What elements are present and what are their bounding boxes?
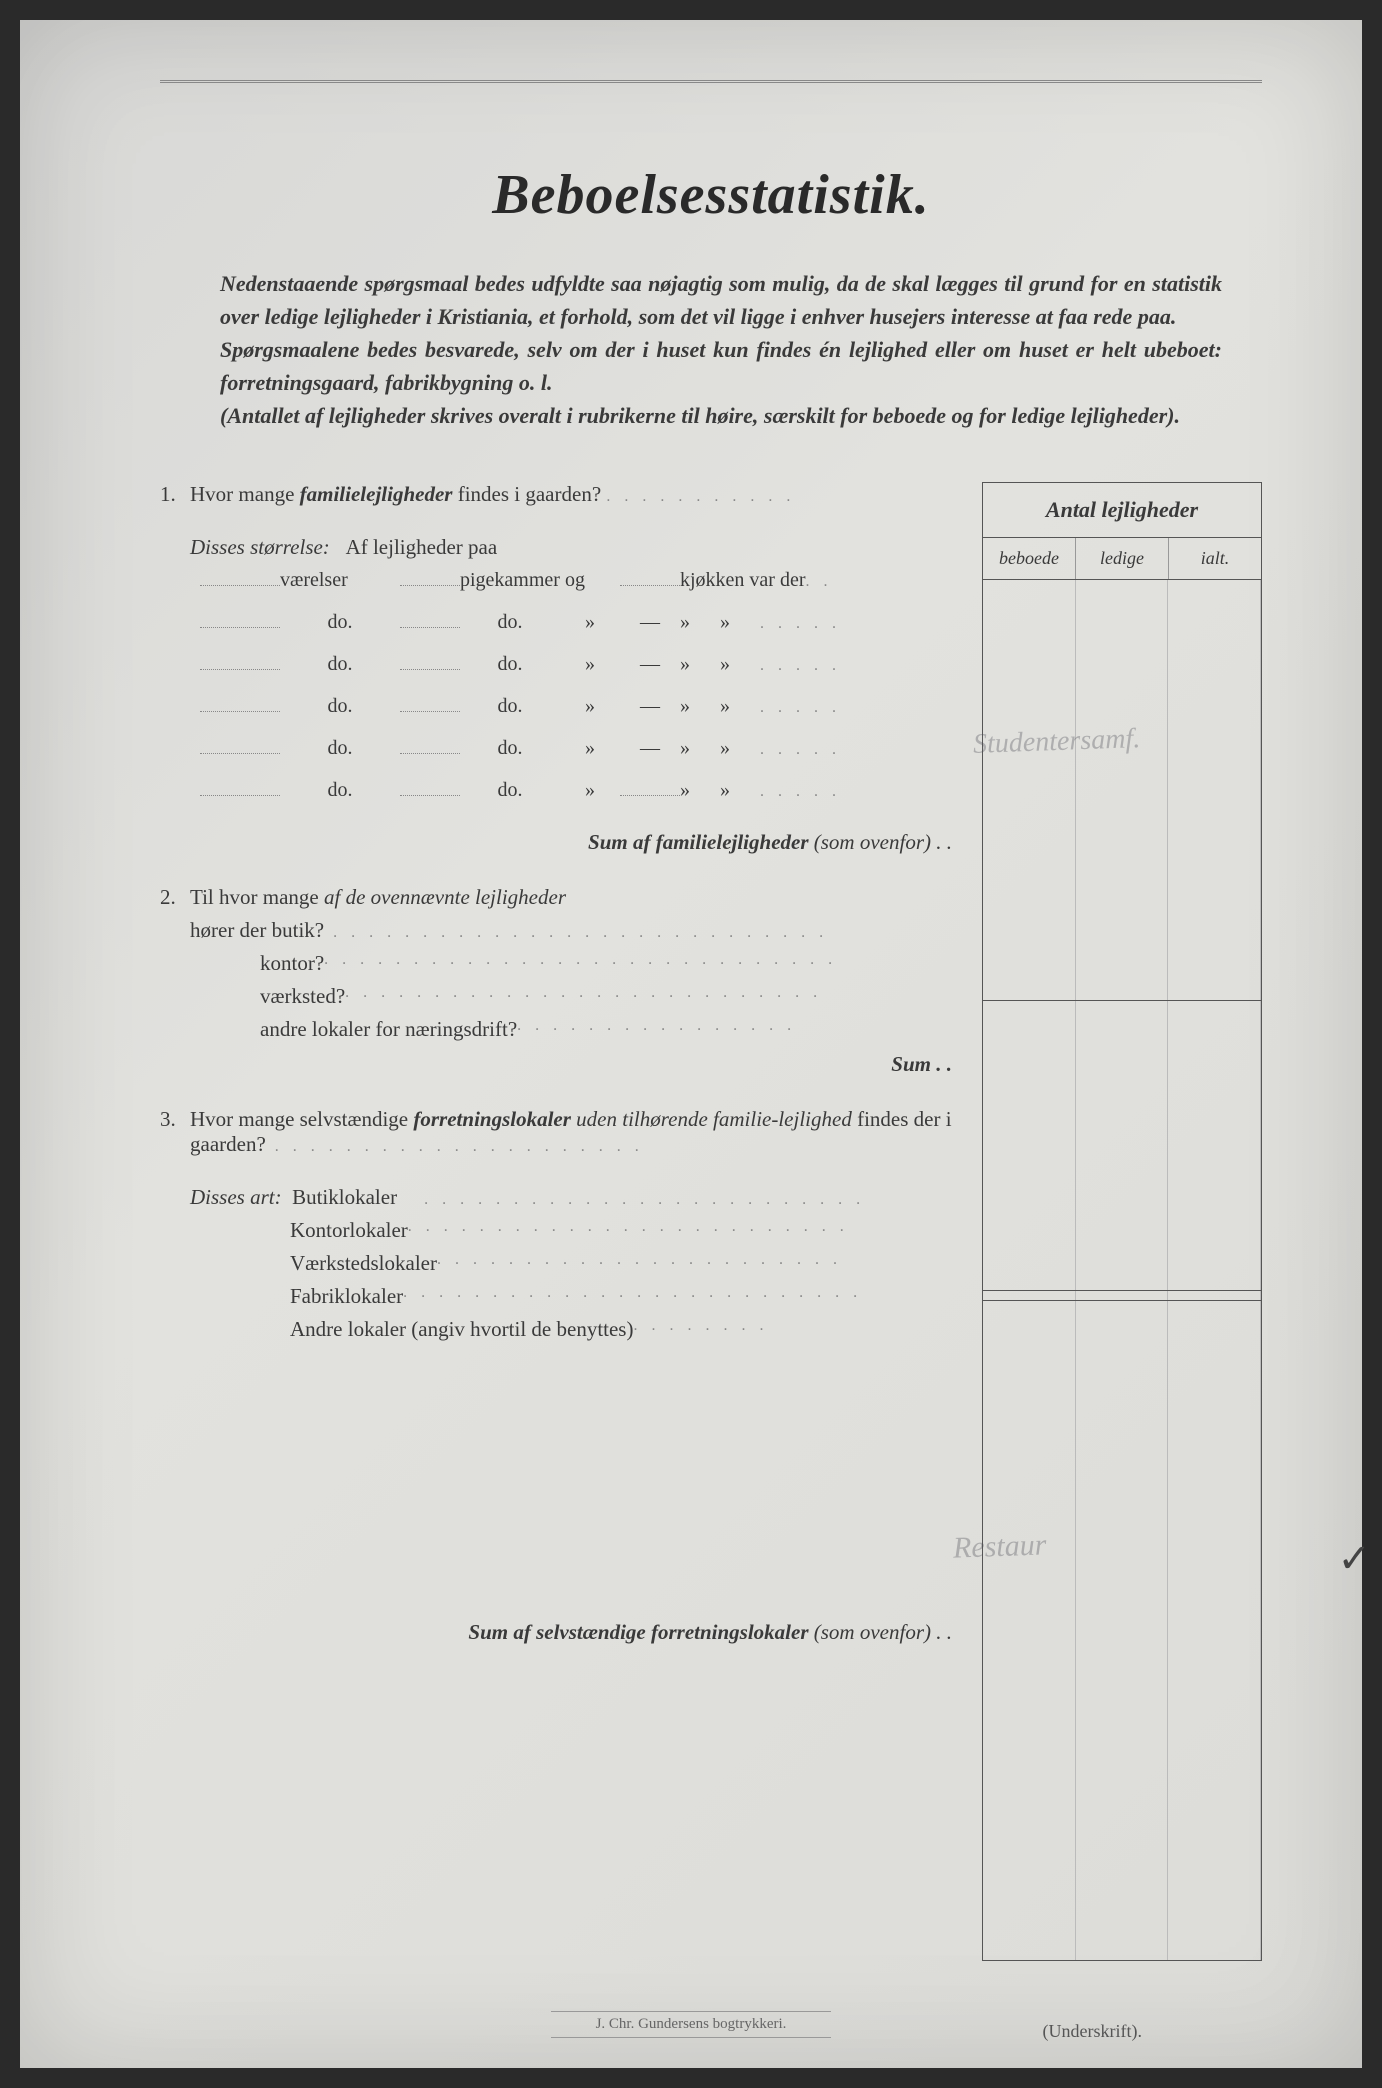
count-table: Antal lejligheder beboede ledige ialt. S…	[982, 482, 1262, 1961]
col-beboede: beboede	[983, 538, 1076, 579]
q1-sum-a: Sum af familielejligheder	[588, 830, 809, 854]
q2-text-a: Til hvor mange	[190, 885, 324, 909]
do: do.	[280, 737, 400, 760]
do: do.	[280, 611, 400, 634]
question-2: 2. Til hvor mange af de ovennævnte lejli…	[160, 885, 962, 1077]
document-page: Beboelsesstatistik. Nedenstaaende spørgs…	[20, 20, 1362, 2068]
q2-kontor: kontor?	[260, 951, 324, 976]
do: do.	[460, 695, 560, 718]
intro-p3: (Antallet af lejligheder skrives overalt…	[220, 403, 1180, 428]
q1-vaerelser: værelser	[280, 569, 400, 592]
table-header-sub: beboede ledige ialt.	[983, 538, 1261, 580]
checkmark-icon: ✓	[1337, 1535, 1371, 1582]
page-title: Beboelsesstatistik.	[160, 163, 1262, 227]
q3-text-c: uden tilhørende	[571, 1107, 713, 1131]
do: do.	[280, 695, 400, 718]
questions-column: 1. Hvor mange familielejligheder findes …	[160, 482, 982, 1961]
do: do.	[460, 653, 560, 676]
question-3: 3. Hvor mange selvstændige forretningslo…	[160, 1107, 962, 1645]
q1-num: 1.	[160, 482, 190, 507]
q2-text-b: af de ovennævnte lejligheder	[324, 885, 566, 909]
do: do.	[460, 737, 560, 760]
q3-text-b: forretningslokaler	[413, 1107, 571, 1131]
dots: . . . . . . . . . . .	[606, 488, 795, 505]
do: do.	[280, 653, 400, 676]
q1-text-c: findes i gaarden?	[452, 482, 601, 506]
q3-text-d: familie-lejlighed	[713, 1107, 852, 1131]
do: do.	[280, 779, 400, 802]
do: do.	[460, 779, 560, 802]
handwriting-2: Restaur	[952, 1528, 1046, 1565]
q2-num: 2.	[160, 885, 190, 910]
q1-af: Af lejligheder paa	[346, 535, 498, 559]
q2-horer: hører der butik?	[190, 918, 324, 942]
table-col-2	[1076, 580, 1169, 1960]
table-col-1	[983, 580, 1076, 1960]
intro-p2: Spørgsmaalene bedes besvarede, selv om d…	[220, 337, 1222, 395]
q1-disses: Disses størrelse:	[190, 535, 330, 559]
table-header-title: Antal lejligheder	[983, 483, 1261, 538]
q2-vaerksted: værksted?	[260, 984, 345, 1009]
table-body: Studentersamf. Restaur ✓	[983, 580, 1261, 1960]
table-col-3	[1168, 580, 1261, 1960]
intro-paragraphs: Nedenstaaende spørgsmaal bedes udfyldte …	[220, 267, 1222, 432]
q2-andre: andre lokaler for næringsdrift?	[260, 1017, 517, 1042]
q1-kjokken: kjøkken var der	[680, 569, 806, 592]
col-ledige: ledige	[1076, 538, 1169, 579]
top-rule	[160, 80, 1262, 83]
q3-text-a: Hvor mange selvstændige	[190, 1107, 413, 1131]
q3-sum-b: (som ovenfor) . .	[814, 1620, 952, 1644]
printer-credit: J. Chr. Gundersens bogtrykkeri.	[551, 2011, 831, 2038]
question-1: 1. Hvor mange familielejligheder findes …	[160, 482, 962, 855]
handwriting-1: Studentersamf.	[972, 723, 1140, 761]
q3-andre: Andre lokaler (angiv hvortil de benyttes…	[290, 1317, 633, 1342]
do: do.	[460, 611, 560, 634]
q3-vaerk: Værkstedslokaler	[290, 1251, 437, 1276]
content-area: 1. Hvor mange familielejligheder findes …	[160, 482, 1262, 1961]
q1-text-a: Hvor mange	[190, 482, 300, 506]
q1-sum-b: (som ovenfor) . .	[814, 830, 952, 854]
q1-pige: pigekammer og	[460, 569, 620, 592]
dots: . .	[806, 573, 833, 591]
col-ialt: ialt.	[1169, 538, 1261, 579]
q3-num: 3.	[160, 1107, 190, 1132]
q3-butik: Butiklokaler	[292, 1185, 397, 1209]
q1-text-b: familielejligheder	[300, 482, 453, 506]
q3-fabrik: Fabriklokaler	[290, 1284, 403, 1309]
intro-p1: Nedenstaaende spørgsmaal bedes udfyldte …	[220, 271, 1222, 329]
q2-sum: Sum . .	[891, 1052, 952, 1076]
q3-sum-a: Sum af selvstændige forretningslokaler	[468, 1620, 808, 1644]
q3-disses: Disses art:	[190, 1185, 282, 1209]
q3-kontor: Kontorlokaler	[290, 1218, 408, 1243]
